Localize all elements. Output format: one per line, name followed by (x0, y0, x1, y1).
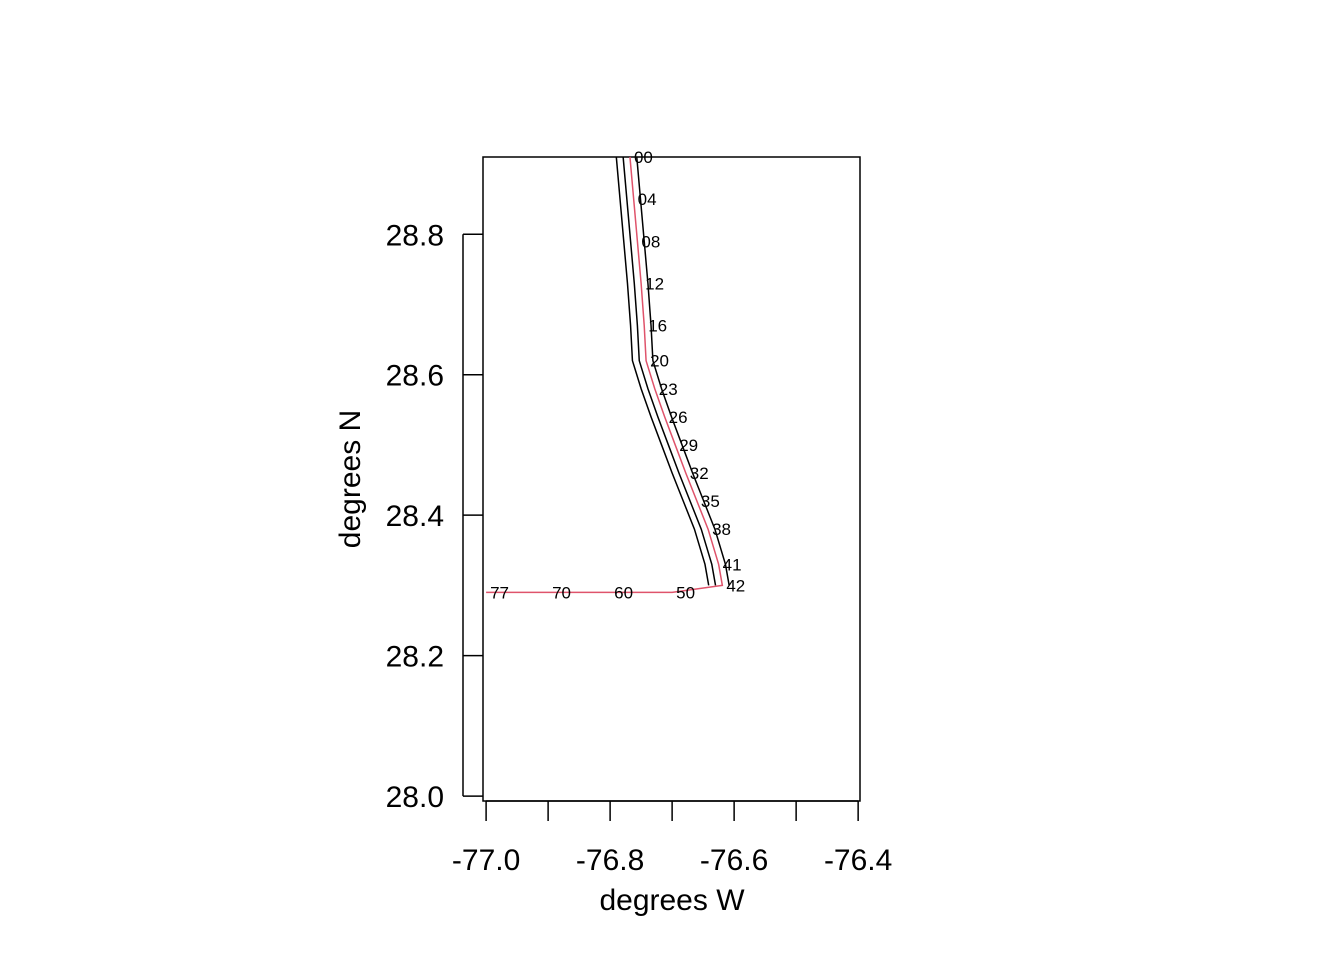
x-tick-label: -76.8 (576, 844, 644, 877)
point-label: 20 (650, 352, 669, 371)
y-tick-label: 28.8 (386, 219, 444, 252)
point-label: 08 (641, 232, 660, 251)
y-tick-label: 28.2 (386, 641, 444, 674)
track-line (486, 156, 724, 594)
point-label: 50 (676, 583, 695, 602)
point-label: 42 (726, 576, 745, 595)
point-label: 70 (552, 583, 571, 602)
point-label: 38 (712, 520, 731, 539)
point-label: 32 (690, 464, 709, 483)
track-line (615, 156, 710, 586)
point-label: 16 (648, 317, 667, 336)
y-axis-label: degrees N (334, 410, 367, 548)
point-label: 23 (659, 380, 678, 399)
point-label: 00 (634, 148, 653, 167)
point-label: 77 (490, 583, 509, 602)
point-label: 12 (645, 274, 664, 293)
track-line (622, 156, 717, 586)
track-line (636, 156, 730, 586)
y-tick-label: 28.0 (386, 781, 444, 814)
y-tick-label: 28.4 (386, 500, 444, 533)
x-tick-label: -77.0 (452, 844, 520, 877)
point-label: 60 (614, 583, 633, 602)
y-tick-label: 28.6 (386, 360, 444, 393)
plot-frame (482, 156, 861, 802)
point-label: 29 (679, 436, 698, 455)
point-label: 26 (669, 408, 688, 427)
x-tick-label: -76.6 (700, 844, 768, 877)
point-label: 41 (723, 555, 742, 574)
x-tick-label: -76.4 (824, 844, 892, 877)
x-axis-label: degrees W (599, 884, 745, 917)
point-label: 04 (638, 190, 657, 209)
point-label: 35 (701, 492, 720, 511)
